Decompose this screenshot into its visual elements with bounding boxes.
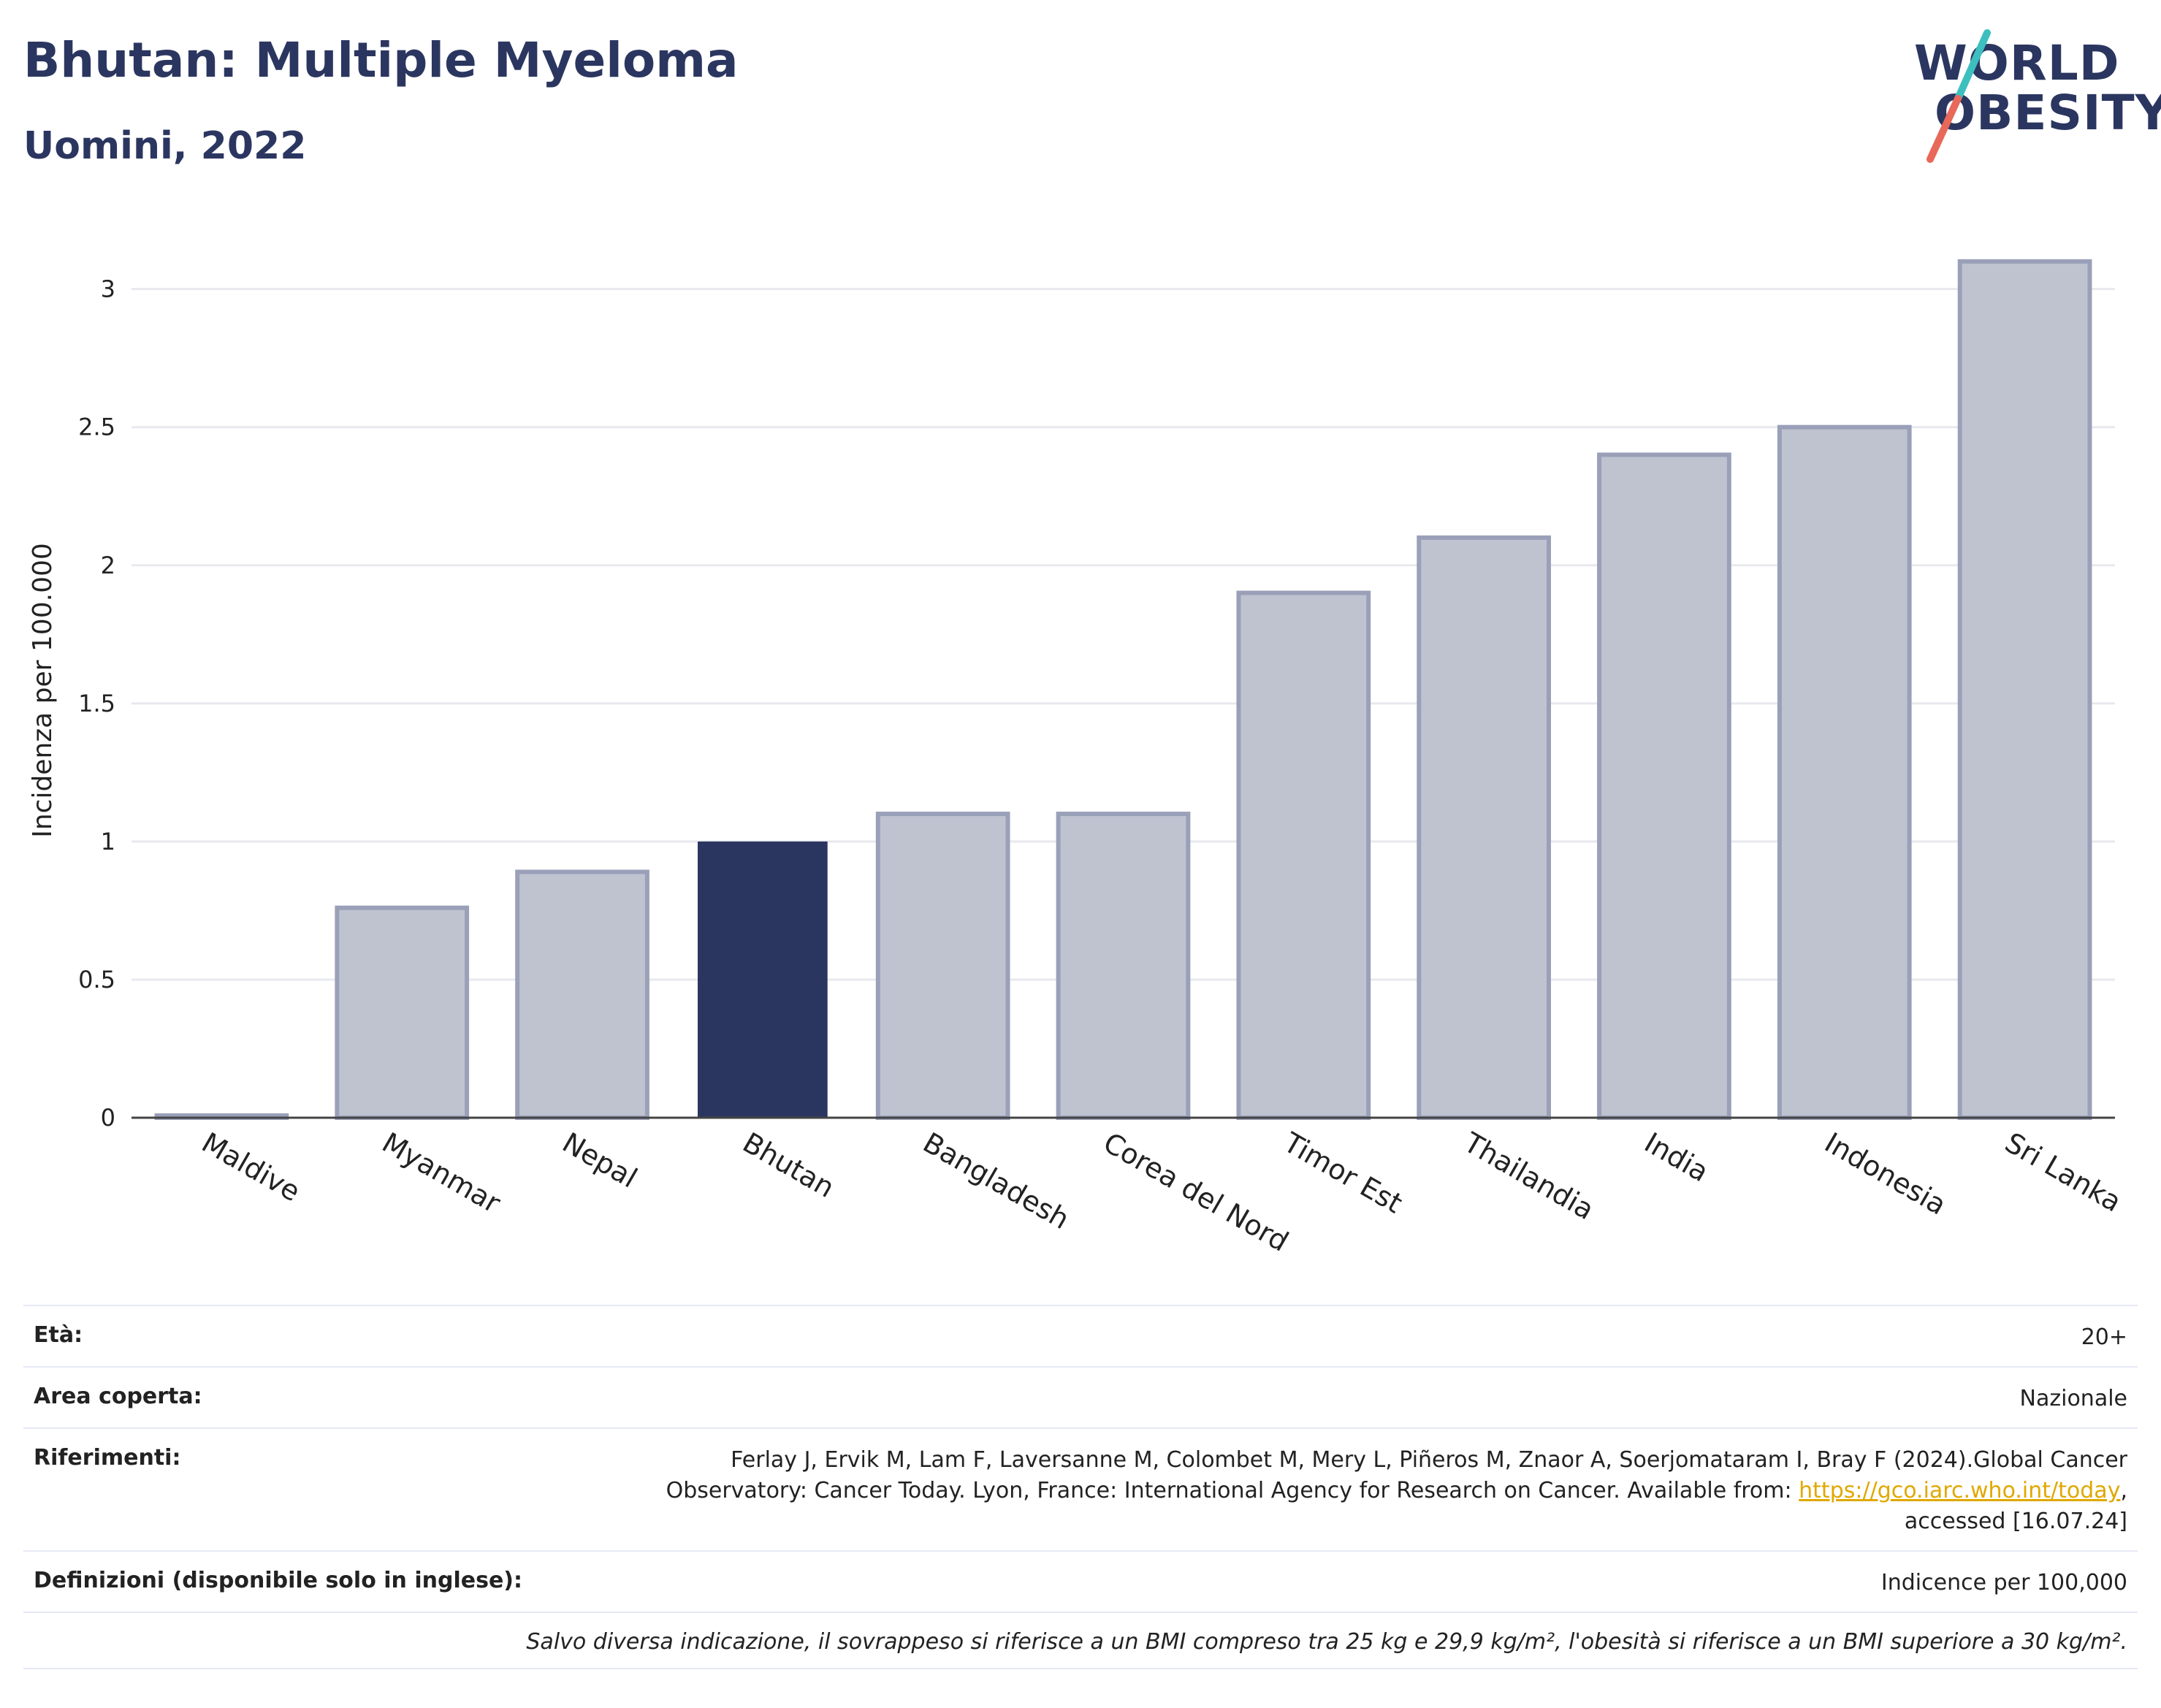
world-obesity-logo: WORLD OBESITY (1899, 29, 2161, 163)
references-line2: Observatory: Cancer Today. Lyon, France:… (666, 1478, 1799, 1503)
bar-timor-est (1236, 590, 1371, 1120)
y-tick-label: 0 (101, 1104, 115, 1132)
x-tick-label: India (1639, 1126, 1714, 1189)
bar-bangladesh (875, 812, 1010, 1120)
note-row: Salvo diversa indicazione, il sovrappeso… (23, 1612, 2138, 1669)
bmi-note: Salvo diversa indicazione, il sovrappeso… (526, 1629, 2127, 1655)
info-table: Età: 20+ Area coperta: Nazionale Riferim… (23, 1305, 2138, 1669)
age-label: Età: (34, 1322, 83, 1348)
x-tick-label: Corea del Nord (1098, 1126, 1294, 1258)
logo-line1: WORLD (1914, 35, 2120, 91)
y-tick-label: 0.5 (78, 966, 115, 994)
definitions-value: Indicence per 100,000 (1880, 1570, 2127, 1595)
age-value: 20+ (2081, 1324, 2127, 1350)
y-tick-label: 2 (101, 552, 115, 579)
x-tick-label: Nepal (557, 1126, 643, 1194)
age-row: Età: 20+ (23, 1305, 2138, 1366)
references-row: Riferimenti: Ferlay J, Ervik M, Lam F, L… (23, 1427, 2138, 1550)
bar-india (1597, 452, 1731, 1120)
references-line1: Ferlay J, Ervik M, Lam F, Laversanne M, … (731, 1447, 2127, 1473)
y-axis-title: Incidenza per 100.000 (28, 543, 58, 838)
x-tick-label: Maldive (197, 1126, 305, 1208)
y-tick-label: 1 (101, 828, 115, 855)
bar-chart: 0 0.5 1 1.5 2 2.5 3 Incidenza per 100.000 Maldiv… (28, 259, 2127, 1258)
bar-thailandia (1417, 535, 1551, 1120)
references-line2-end: , (2120, 1478, 2127, 1503)
x-tick-label: Myanmar (377, 1126, 506, 1220)
logo-slash-icon (1926, 29, 1991, 163)
bar-indonesia (1777, 424, 1912, 1120)
references-value: Ferlay J, Ervik M, Lam F, Laversanne M, … (666, 1445, 2127, 1537)
page-title: Bhutan: Multiple Myeloma (23, 32, 739, 88)
definitions-row: Definizioni (disponibile solo in inglese… (23, 1550, 2138, 1612)
definitions-label: Definizioni (disponibile solo in inglese… (34, 1568, 522, 1593)
x-tick-label: Thailandia (1458, 1126, 1600, 1226)
bar-sri-lanka (1957, 259, 2092, 1120)
y-tick-label: 3 (101, 275, 115, 303)
page-subtitle: Uomini, 2022 (23, 124, 307, 168)
references-link[interactable]: https://gco.iarc.who.int/today (1799, 1478, 2121, 1503)
y-tick-label: 2.5 (78, 413, 115, 441)
references-line3: accessed [16.07.24] (1904, 1509, 2127, 1534)
bar-nepal (515, 869, 649, 1120)
x-tick-label: Bangladesh (918, 1126, 1075, 1236)
y-tick-label: 1.5 (78, 690, 115, 717)
bar-myanmar (335, 905, 470, 1120)
x-tick-label: Bhutan (737, 1126, 839, 1204)
x-tick-label: Indonesia (1819, 1126, 1951, 1221)
bar-corea-del-nord (1056, 812, 1191, 1120)
area-value: Nazionale (2019, 1386, 2127, 1411)
area-row: Area coperta: Nazionale (23, 1366, 2138, 1427)
x-tick-label: Sri Lanka (2000, 1126, 2127, 1219)
references-label: Riferimenti: (34, 1445, 181, 1471)
logo-line2: OBESITY (1935, 85, 2161, 141)
area-label: Area coperta: (34, 1384, 202, 1409)
x-tick-label: Timor Est (1278, 1126, 1408, 1219)
bar-bhutan (698, 841, 828, 1118)
